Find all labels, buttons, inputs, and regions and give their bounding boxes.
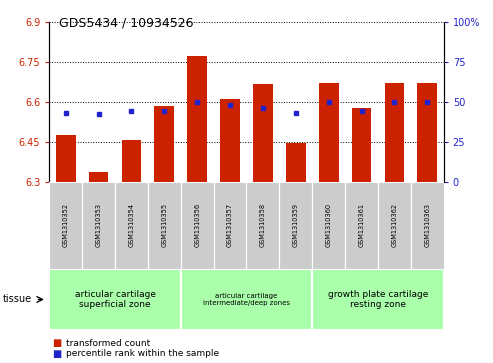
Bar bbox=[56, 135, 75, 182]
Text: GDS5434 / 10934526: GDS5434 / 10934526 bbox=[59, 16, 194, 29]
Bar bbox=[148, 182, 181, 269]
Bar bbox=[213, 182, 246, 269]
Bar bbox=[122, 140, 141, 182]
Text: GSM1310356: GSM1310356 bbox=[194, 203, 200, 247]
Bar bbox=[181, 269, 312, 330]
Text: transformed count: transformed count bbox=[66, 339, 150, 347]
Bar bbox=[378, 182, 411, 269]
Bar bbox=[220, 99, 240, 182]
Bar bbox=[319, 83, 339, 182]
Bar bbox=[49, 182, 82, 269]
Text: GSM1310362: GSM1310362 bbox=[391, 203, 397, 247]
Bar bbox=[89, 172, 108, 182]
Bar bbox=[286, 143, 306, 182]
Text: GSM1310363: GSM1310363 bbox=[424, 203, 430, 247]
Bar bbox=[280, 182, 312, 269]
Bar bbox=[253, 84, 273, 182]
Text: ■: ■ bbox=[52, 338, 61, 348]
Bar bbox=[312, 269, 444, 330]
Text: GSM1310354: GSM1310354 bbox=[129, 203, 135, 247]
Text: ■: ■ bbox=[52, 349, 61, 359]
Text: GSM1310358: GSM1310358 bbox=[260, 203, 266, 247]
Text: GSM1310361: GSM1310361 bbox=[358, 203, 364, 247]
Text: tissue: tissue bbox=[2, 294, 32, 305]
Text: GSM1310352: GSM1310352 bbox=[63, 203, 69, 247]
Text: articular cartilage
intermediate/deep zones: articular cartilage intermediate/deep zo… bbox=[203, 293, 290, 306]
Bar bbox=[154, 106, 174, 182]
Bar bbox=[49, 269, 181, 330]
Text: percentile rank within the sample: percentile rank within the sample bbox=[66, 350, 219, 358]
Bar bbox=[385, 83, 404, 182]
Bar bbox=[345, 182, 378, 269]
Text: GSM1310360: GSM1310360 bbox=[326, 203, 332, 247]
Bar bbox=[312, 182, 345, 269]
Text: GSM1310359: GSM1310359 bbox=[293, 203, 299, 247]
Bar bbox=[418, 83, 437, 182]
Bar bbox=[411, 182, 444, 269]
Bar bbox=[246, 182, 280, 269]
Bar bbox=[352, 108, 371, 182]
Bar bbox=[115, 182, 148, 269]
Bar bbox=[181, 182, 213, 269]
Bar bbox=[187, 56, 207, 182]
Text: growth plate cartilage
resting zone: growth plate cartilage resting zone bbox=[328, 290, 428, 309]
Text: GSM1310357: GSM1310357 bbox=[227, 203, 233, 247]
Text: GSM1310353: GSM1310353 bbox=[96, 203, 102, 247]
Text: GSM1310355: GSM1310355 bbox=[161, 203, 167, 247]
Bar bbox=[82, 182, 115, 269]
Text: articular cartilage
superficial zone: articular cartilage superficial zone bbox=[74, 290, 155, 309]
